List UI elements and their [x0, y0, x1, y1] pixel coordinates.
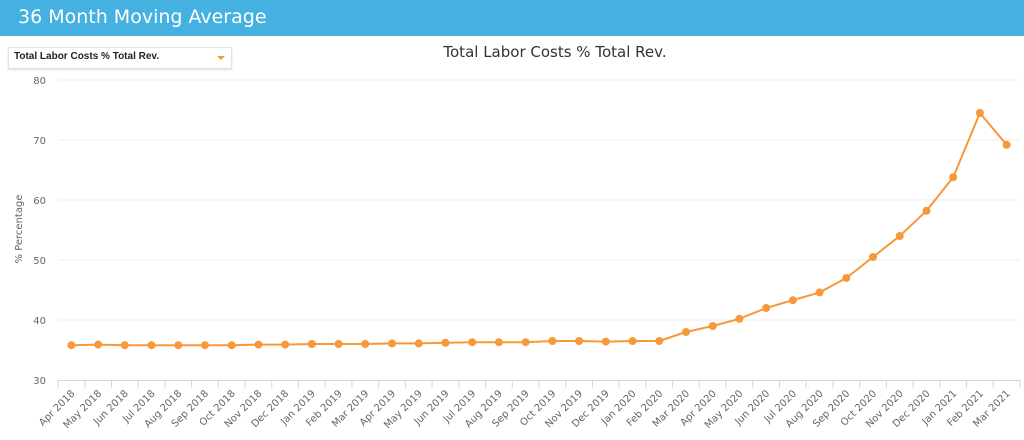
page-title: 36 Month Moving Average: [18, 6, 267, 28]
metric-select[interactable]: Total Labor Costs % Total Rev.: [8, 47, 232, 69]
data-point: [521, 338, 530, 347]
data-point: [414, 339, 423, 348]
data-point: [120, 341, 129, 350]
data-point: [575, 337, 584, 345]
data-point: [842, 274, 851, 282]
data-point: [200, 341, 209, 350]
data-point: [227, 341, 236, 350]
data-point: [254, 340, 263, 349]
data-point: [735, 314, 744, 323]
series-line: [71, 111, 1008, 347]
data-point: [334, 340, 343, 348]
page-header: 36 Month Moving Average: [0, 0, 1024, 36]
data-point: [601, 337, 610, 346]
data-point: [895, 232, 904, 240]
chart-title: Total Labor Costs % Total Rev.: [442, 43, 666, 61]
data-point: [67, 341, 76, 350]
data-point: [762, 304, 771, 312]
data-point: [441, 338, 450, 347]
data-point: [468, 338, 477, 347]
y-tick-label: 50: [33, 256, 46, 267]
y-tick-label: 40: [33, 316, 46, 327]
data-point: [949, 173, 958, 182]
data-point: [388, 339, 397, 348]
data-point: [655, 337, 664, 345]
data-point: [281, 340, 290, 349]
y-tick-label: 70: [33, 136, 46, 147]
data-point: [1002, 140, 1011, 149]
y-tick-label: 60: [33, 196, 46, 207]
y-tick-label: 80: [33, 76, 46, 87]
data-point: [494, 338, 503, 347]
data-point: [361, 340, 370, 348]
data-point: [708, 322, 717, 330]
data-point: [922, 206, 931, 215]
data-point: [548, 337, 557, 345]
data-point: [147, 341, 156, 350]
metric-select-value: Total Labor Costs % Total Rev.: [14, 51, 160, 62]
data-point: [681, 328, 690, 336]
data-point: [94, 340, 103, 349]
data-point: [869, 253, 878, 261]
data-point: [975, 109, 984, 117]
data-point: [788, 296, 797, 305]
data-point: [174, 341, 183, 350]
data-point: [628, 337, 637, 345]
caret-down-icon: [217, 56, 225, 60]
data-point: [815, 288, 824, 297]
y-axis-label: % Percentage: [14, 195, 25, 264]
y-tick-label: 30: [33, 376, 46, 387]
data-point: [307, 340, 316, 348]
